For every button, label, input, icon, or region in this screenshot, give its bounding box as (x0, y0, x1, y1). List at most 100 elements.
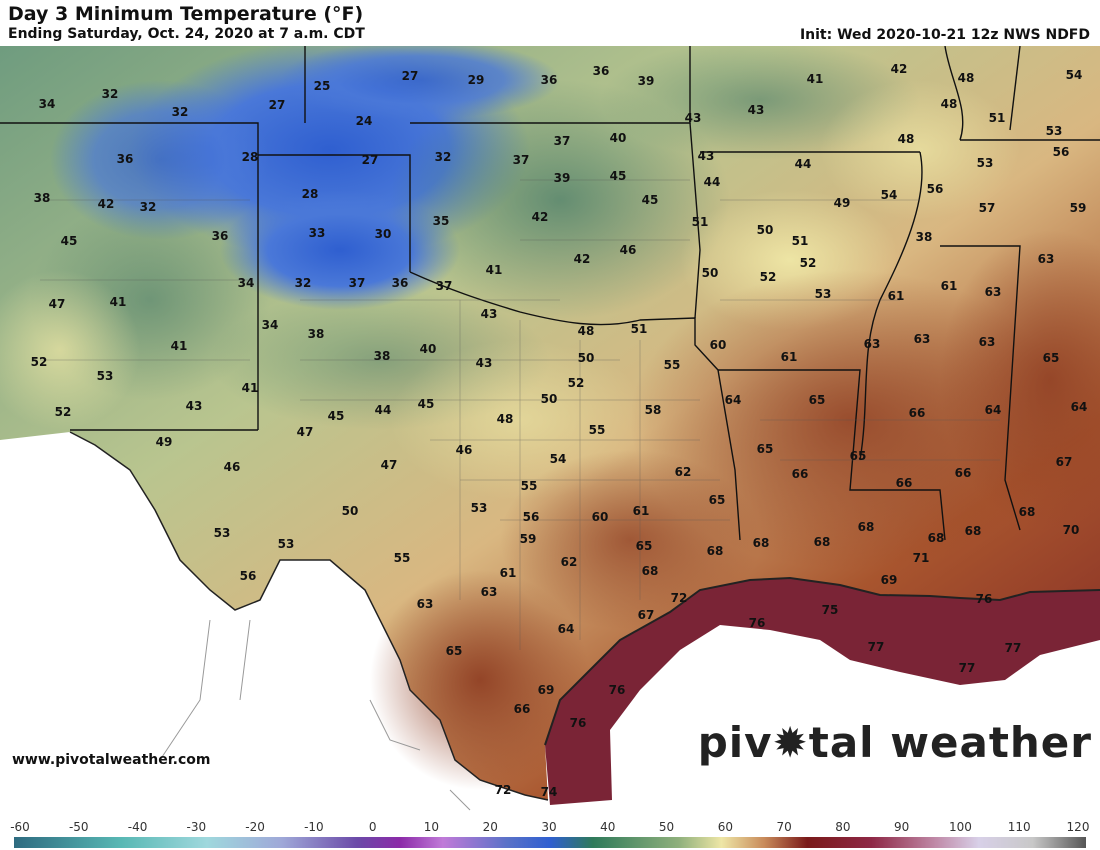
temperature-label: 59 (1069, 201, 1087, 215)
temperature-label: 76 (975, 592, 993, 606)
temperature-label: 48 (957, 71, 975, 85)
temperature-label: 51 (691, 215, 709, 229)
temperature-label: 29 (467, 73, 485, 87)
temperature-label: 30 (374, 227, 392, 241)
temperature-label: 64 (984, 403, 1002, 417)
temperature-label: 64 (724, 393, 742, 407)
temperature-label: 41 (806, 72, 824, 86)
temperature-label: 32 (101, 87, 119, 101)
color-scale-tick: -50 (68, 820, 89, 834)
color-scale-tick: 0 (368, 820, 377, 834)
temperature-label: 52 (54, 405, 72, 419)
temperature-label: 48 (496, 412, 514, 426)
temperature-label: 58 (644, 403, 662, 417)
temperature-label: 61 (940, 279, 958, 293)
temperature-label: 39 (637, 74, 655, 88)
temperature-label: 34 (237, 276, 255, 290)
temperature-label: 49 (833, 196, 851, 210)
color-scale-strip (14, 837, 1086, 848)
temperature-label: 56 (1052, 145, 1070, 159)
temperature-label: 36 (116, 152, 134, 166)
temperature-label: 65 (756, 442, 774, 456)
temperature-label: 65 (849, 449, 867, 463)
temperature-label: 69 (537, 683, 555, 697)
color-scale-tick: 60 (717, 820, 733, 834)
temperature-label: 43 (697, 149, 715, 163)
temperature-label: 61 (780, 350, 798, 364)
temperature-label: 76 (748, 616, 766, 630)
temperature-label: 45 (609, 169, 627, 183)
color-scale-tick: 20 (482, 820, 498, 834)
temperature-label: 65 (708, 493, 726, 507)
temperature-label: 48 (577, 324, 595, 338)
temperature-label: 50 (701, 266, 719, 280)
temperature-label: 67 (637, 608, 655, 622)
temperature-label: 61 (632, 504, 650, 518)
temperature-label: 77 (958, 661, 976, 675)
map-canvas (0, 46, 1100, 811)
temperature-label: 47 (48, 297, 66, 311)
temperature-label: 53 (814, 287, 832, 301)
temperature-label: 55 (588, 423, 606, 437)
temperature-label: 37 (348, 276, 366, 290)
temperature-label: 39 (553, 171, 571, 185)
temperature-label: 61 (887, 289, 905, 303)
temperature-label: 42 (890, 62, 908, 76)
temperature-label: 68 (706, 544, 724, 558)
temperature-label: 76 (569, 716, 587, 730)
color-scale-tick: 30 (541, 820, 557, 834)
temperature-label: 27 (401, 69, 419, 83)
temperature-label: 37 (435, 279, 453, 293)
temperature-label: 46 (455, 443, 473, 457)
temperature-label: 63 (978, 335, 996, 349)
temperature-label: 34 (261, 318, 279, 332)
temperature-label: 38 (373, 349, 391, 363)
temperature-label: 63 (984, 285, 1002, 299)
temperature-label: 55 (520, 479, 538, 493)
temperature-label: 62 (560, 555, 578, 569)
temperature-label: 65 (635, 539, 653, 553)
temperature-label: 49 (155, 435, 173, 449)
temperature-label: 40 (419, 342, 437, 356)
temperature-label: 65 (1042, 351, 1060, 365)
temperature-label: 43 (480, 307, 498, 321)
temperature-map: 34 32 32 27 25 27 29 36 36 39 41 42 48 54 24 43 43 48 51 53… (0, 46, 1100, 818)
temperature-label: 51 (630, 322, 648, 336)
temperature-label: 63 (913, 332, 931, 346)
temperature-label: 42 (573, 252, 591, 266)
temperature-label: 43 (475, 356, 493, 370)
temperature-label: 25 (313, 79, 331, 93)
temperature-label: 36 (211, 229, 229, 243)
temperature-label: 37 (553, 134, 571, 148)
website-url: www.pivotalweather.com (12, 752, 211, 768)
temperature-label: 45 (60, 234, 78, 248)
temperature-label: 45 (641, 193, 659, 207)
temperature-label: 44 (374, 403, 392, 417)
temperature-label: 50 (756, 223, 774, 237)
temperature-label: 38 (33, 191, 51, 205)
temperature-label: 63 (416, 597, 434, 611)
color-scale-tick: 70 (776, 820, 792, 834)
temperature-label: 38 (915, 230, 933, 244)
temperature-label: 52 (567, 376, 585, 390)
temperature-label: 50 (540, 392, 558, 406)
map-title: Day 3 Minimum Temperature (°F) (8, 3, 364, 25)
temperature-label: 44 (703, 175, 721, 189)
temperature-label: 42 (531, 210, 549, 224)
temperature-label: 64 (1070, 400, 1088, 414)
temperature-label: 41 (241, 381, 259, 395)
temperature-label: 33 (308, 226, 326, 240)
temperature-label: 32 (171, 105, 189, 119)
color-scale-tick: 40 (600, 820, 616, 834)
temperature-label: 53 (96, 369, 114, 383)
temperature-label: 52 (759, 270, 777, 284)
temperature-label: 36 (540, 73, 558, 87)
temperature-label: 40 (609, 131, 627, 145)
temperature-label: 47 (380, 458, 398, 472)
temperature-label: 52 (799, 256, 817, 270)
temperature-label: 70 (1062, 523, 1080, 537)
color-scale-tick: -60 (10, 820, 30, 834)
temperature-label: 68 (927, 531, 945, 545)
temperature-label: 45 (417, 397, 435, 411)
temperature-label: 34 (38, 97, 56, 111)
